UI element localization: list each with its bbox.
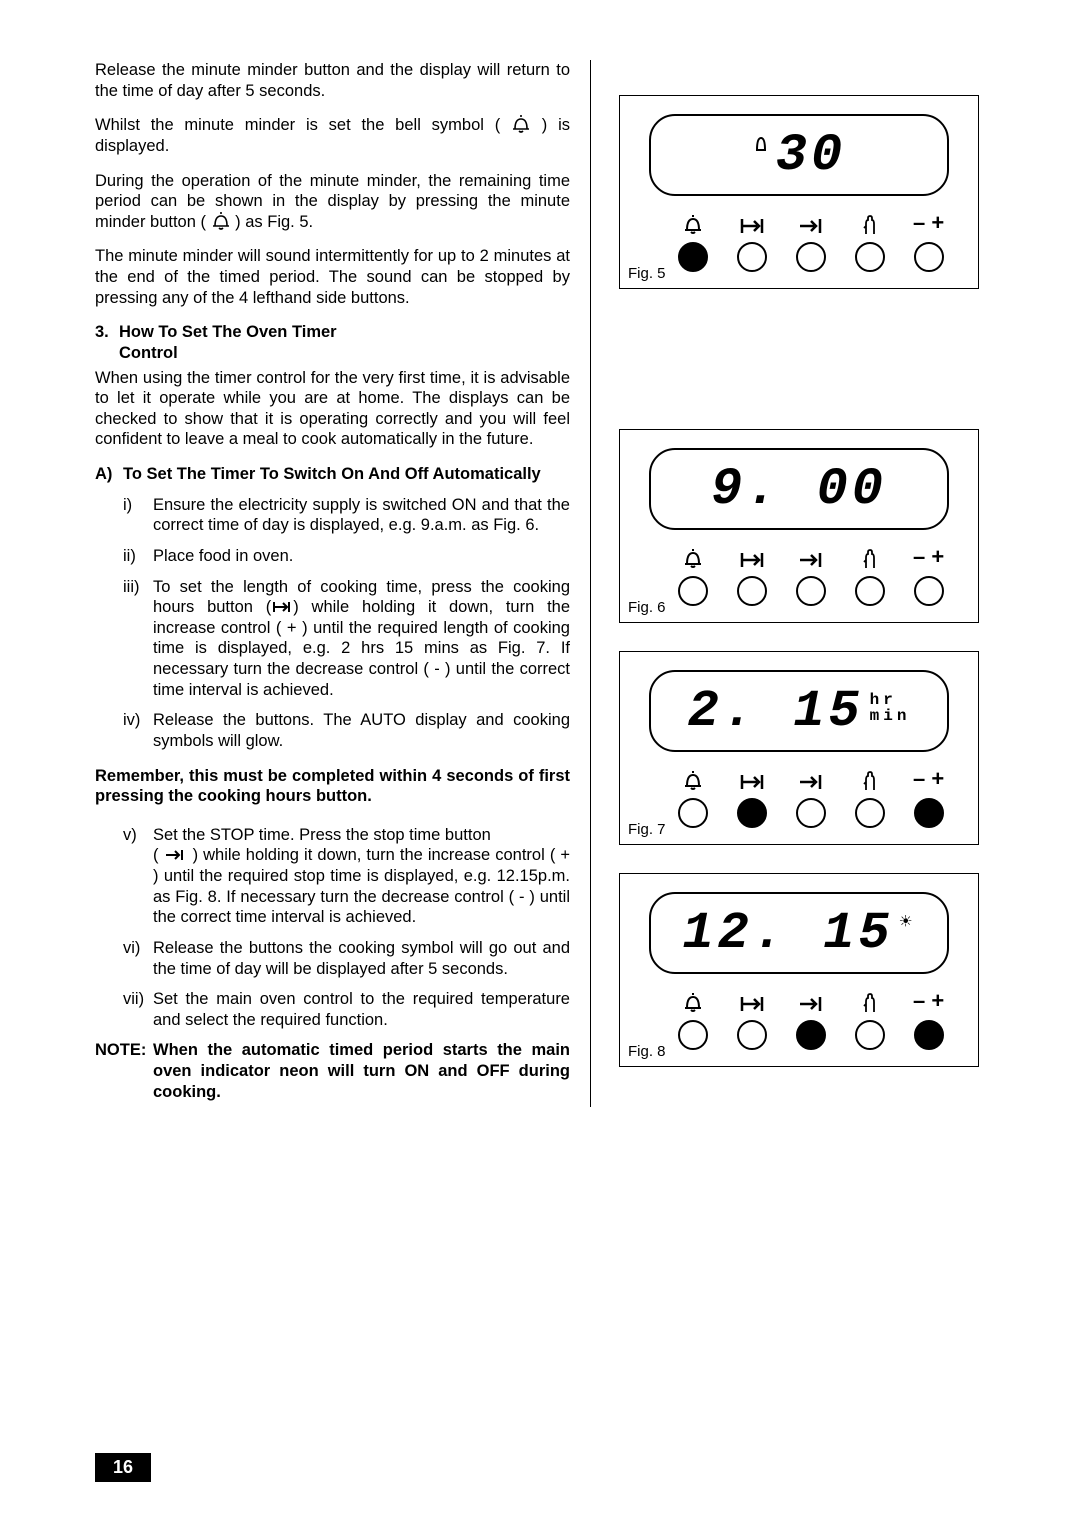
stop-arrow-icon	[798, 548, 824, 570]
stop-arrow-icon	[798, 214, 824, 236]
figure-label: Fig. 5	[628, 265, 666, 282]
lcd-display: 2. 15 hrmin	[649, 670, 949, 752]
manual-hand-icon	[860, 548, 880, 570]
para-release: Release the minute minder button and the…	[95, 60, 570, 101]
cook-duration-icon	[739, 770, 765, 792]
stop-arrow-icon	[798, 770, 824, 792]
minus-plus-icon: – +	[913, 548, 944, 570]
cook-duration-icon	[739, 992, 765, 1014]
heading-a: A) To Set The Timer To Switch On And Off…	[95, 464, 570, 485]
display-value: 2. 15	[688, 682, 864, 741]
display-value: 30	[776, 126, 846, 185]
item-iv: iv) Release the buttons. The AUTO displa…	[123, 710, 570, 751]
right-column: 30 – + Fig. 5 9. 00 – +	[590, 60, 1010, 1107]
timer-button[interactable]	[914, 576, 944, 606]
button-row: – +	[634, 770, 964, 838]
cook-duration-icon	[271, 598, 293, 616]
timer-button[interactable]	[855, 1020, 885, 1050]
timer-button[interactable]	[737, 1020, 767, 1050]
timer-button[interactable]	[796, 576, 826, 606]
bell-icon	[682, 992, 704, 1014]
manual-hand-icon	[860, 214, 880, 236]
stop-arrow-icon	[164, 846, 188, 864]
minus-plus-icon: – +	[913, 992, 944, 1014]
figure-label: Fig. 6	[628, 599, 666, 616]
item-iii: iii) To set the length of cooking time, …	[123, 577, 570, 701]
timer-button[interactable]	[796, 242, 826, 272]
item-vi: vi) Release the buttons the cooking symb…	[123, 938, 570, 979]
heading-3: 3. How To Set The Oven Timer Control	[95, 322, 570, 363]
bell-icon	[511, 116, 542, 134]
item-ii: ii) Place food in oven.	[123, 546, 570, 567]
page-number: 16	[95, 1453, 151, 1482]
display-suffix: hrmin	[870, 692, 911, 724]
timer-button[interactable]	[678, 798, 708, 828]
timer-button[interactable]	[855, 576, 885, 606]
note-block: NOTE: When the automatic timed period st…	[95, 1040, 570, 1102]
bell-outline-icon	[752, 132, 770, 154]
timer-button[interactable]	[678, 242, 708, 272]
timer-button[interactable]	[796, 1020, 826, 1050]
figure-8: 12. 15 ☀ – + Fig. 8	[619, 873, 979, 1067]
timer-button[interactable]	[737, 798, 767, 828]
minus-plus-icon: – +	[913, 214, 944, 236]
item-i: i) Ensure the electricity supply is swit…	[123, 495, 570, 536]
figure-6: 9. 00 – + Fig. 6	[619, 429, 979, 623]
timer-button[interactable]	[855, 242, 885, 272]
timer-button[interactable]	[914, 798, 944, 828]
lcd-display: 12. 15 ☀	[649, 892, 949, 974]
para-sound-intermittent: The minute minder will sound intermitten…	[95, 246, 570, 308]
timer-button[interactable]	[737, 242, 767, 272]
remember-note: Remember, this must be completed within …	[95, 766, 570, 807]
bell-icon	[682, 770, 704, 792]
display-value: 12. 15	[682, 904, 893, 963]
figure-7: 2. 15 hrmin – + Fig. 7	[619, 651, 979, 845]
manual-hand-icon	[860, 770, 880, 792]
button-row: – +	[634, 214, 964, 282]
roman-list-2: v) Set the STOP time. Press the stop tim…	[95, 825, 570, 1031]
bell-icon	[682, 214, 704, 236]
para-during-operation: During the operation of the minute minde…	[95, 171, 570, 233]
manual-hand-icon	[860, 992, 880, 1014]
figure-label: Fig. 8	[628, 1043, 666, 1060]
para-first-time: When using the timer control for the ver…	[95, 368, 570, 451]
item-vii: vii) Set the main oven control to the re…	[123, 989, 570, 1030]
para-bell-symbol: Whilst the minute minder is set the bell…	[95, 115, 570, 156]
button-row: – +	[634, 992, 964, 1060]
timer-button[interactable]	[678, 1020, 708, 1050]
lcd-display: 9. 00	[649, 448, 949, 530]
bell-icon	[682, 548, 704, 570]
timer-button[interactable]	[737, 576, 767, 606]
stop-arrow-icon	[798, 992, 824, 1014]
minus-plus-icon: – +	[913, 770, 944, 792]
bell-icon	[211, 213, 236, 231]
display-value: 9. 00	[711, 460, 887, 519]
button-row: – +	[634, 548, 964, 616]
display-suffix: ☀	[900, 914, 916, 934]
left-column: Release the minute minder button and the…	[95, 60, 570, 1107]
cook-duration-icon	[739, 214, 765, 236]
timer-button[interactable]	[914, 1020, 944, 1050]
item-v: v) Set the STOP time. Press the stop tim…	[123, 825, 570, 928]
cook-duration-icon	[739, 548, 765, 570]
timer-button[interactable]	[796, 798, 826, 828]
timer-button[interactable]	[914, 242, 944, 272]
timer-button[interactable]	[678, 576, 708, 606]
figure-5: 30 – + Fig. 5	[619, 95, 979, 289]
timer-button[interactable]	[855, 798, 885, 828]
lcd-display: 30	[649, 114, 949, 196]
figure-label: Fig. 7	[628, 821, 666, 838]
roman-list-1: i) Ensure the electricity supply is swit…	[95, 495, 570, 752]
